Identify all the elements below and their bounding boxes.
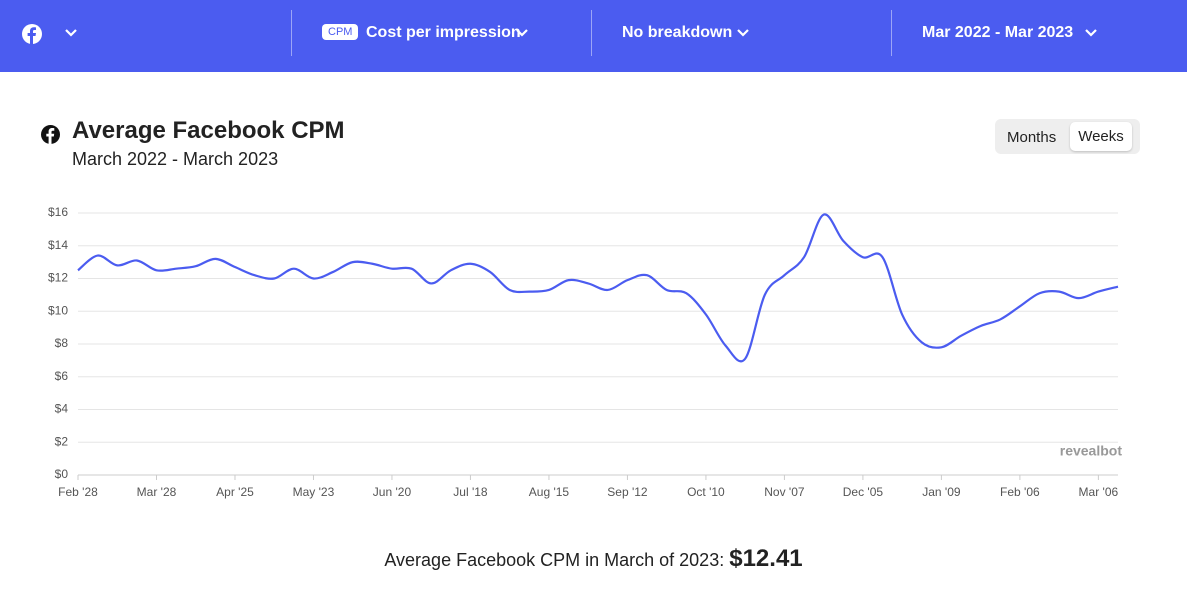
chart: $0 $2 $4 $6 $8 $10 $12 $14 $16 Feb '28 Mar '28 Apr …	[48, 205, 1123, 499]
x-tick-label: Nov '07	[764, 485, 805, 499]
y-tick-label: $14	[48, 238, 68, 252]
y-tick-label: $6	[55, 369, 69, 383]
x-tick-label: Mar '06	[1079, 485, 1119, 499]
x-tick-label: Jan '09	[922, 485, 961, 499]
separator	[291, 10, 292, 56]
x-tick-label: Jun '20	[373, 485, 412, 499]
y-tick-label: $4	[55, 402, 69, 416]
x-tick-label: Sep '12	[607, 485, 648, 499]
facebook-icon[interactable]	[22, 24, 42, 44]
x-tick-label: Dec '05	[843, 485, 884, 499]
x-tick-label: Feb '28	[58, 485, 98, 499]
y-tick-label: $12	[48, 271, 68, 285]
footer-value: $12.41	[729, 545, 803, 572]
y-tick-label: $0	[55, 467, 69, 481]
x-tick-label: Mar '28	[137, 485, 177, 499]
x-tick-label: Aug '15	[529, 485, 570, 499]
footer-text: Average Facebook CPM in March of 2023:	[384, 550, 725, 570]
metric-badge: CPM	[322, 24, 359, 40]
metric-select[interactable]: Cost per impression	[366, 24, 521, 41]
date-select[interactable]: Mar 2022 - Mar 2023	[922, 24, 1074, 41]
x-tick-label: Feb '06	[1000, 485, 1040, 499]
y-tick-label: $16	[48, 205, 68, 219]
chevron[interactable]	[515, 28, 529, 38]
facebook-icon	[41, 125, 60, 144]
y-tick-label: $2	[55, 434, 69, 448]
watermark: revealbot	[1060, 443, 1123, 459]
x-tick-label: Oct '10	[687, 485, 725, 499]
y-tick-label: $8	[55, 336, 69, 350]
line	[77, 213, 1119, 363]
x-tick-label: May '23	[293, 485, 335, 499]
chevron[interactable]	[1084, 28, 1098, 38]
toggle-option[interactable]: Months	[1007, 129, 1057, 146]
x-tick-label: Jul '18	[453, 485, 488, 499]
chart-title: Average Facebook CPM	[72, 117, 345, 144]
chevron[interactable]	[64, 28, 78, 38]
chevron[interactable]	[736, 28, 750, 38]
breakdown-select[interactable]: No breakdown	[622, 24, 733, 41]
top-bar: CPM Cost per impression No breakdown Mar…	[0, 0, 1187, 72]
chart-subtitle: March 2022 - March 2023	[72, 149, 279, 169]
separator	[891, 10, 892, 56]
granularity-toggle: Months Weeks	[995, 119, 1140, 154]
x-tick-label: Apr '25	[216, 485, 254, 499]
toggle-option[interactable]: Weeks	[1070, 122, 1132, 151]
footer: Average Facebook CPM in March of 2023: $…	[0, 545, 1187, 573]
y-tick-label: $10	[48, 303, 68, 317]
separator	[591, 10, 592, 56]
